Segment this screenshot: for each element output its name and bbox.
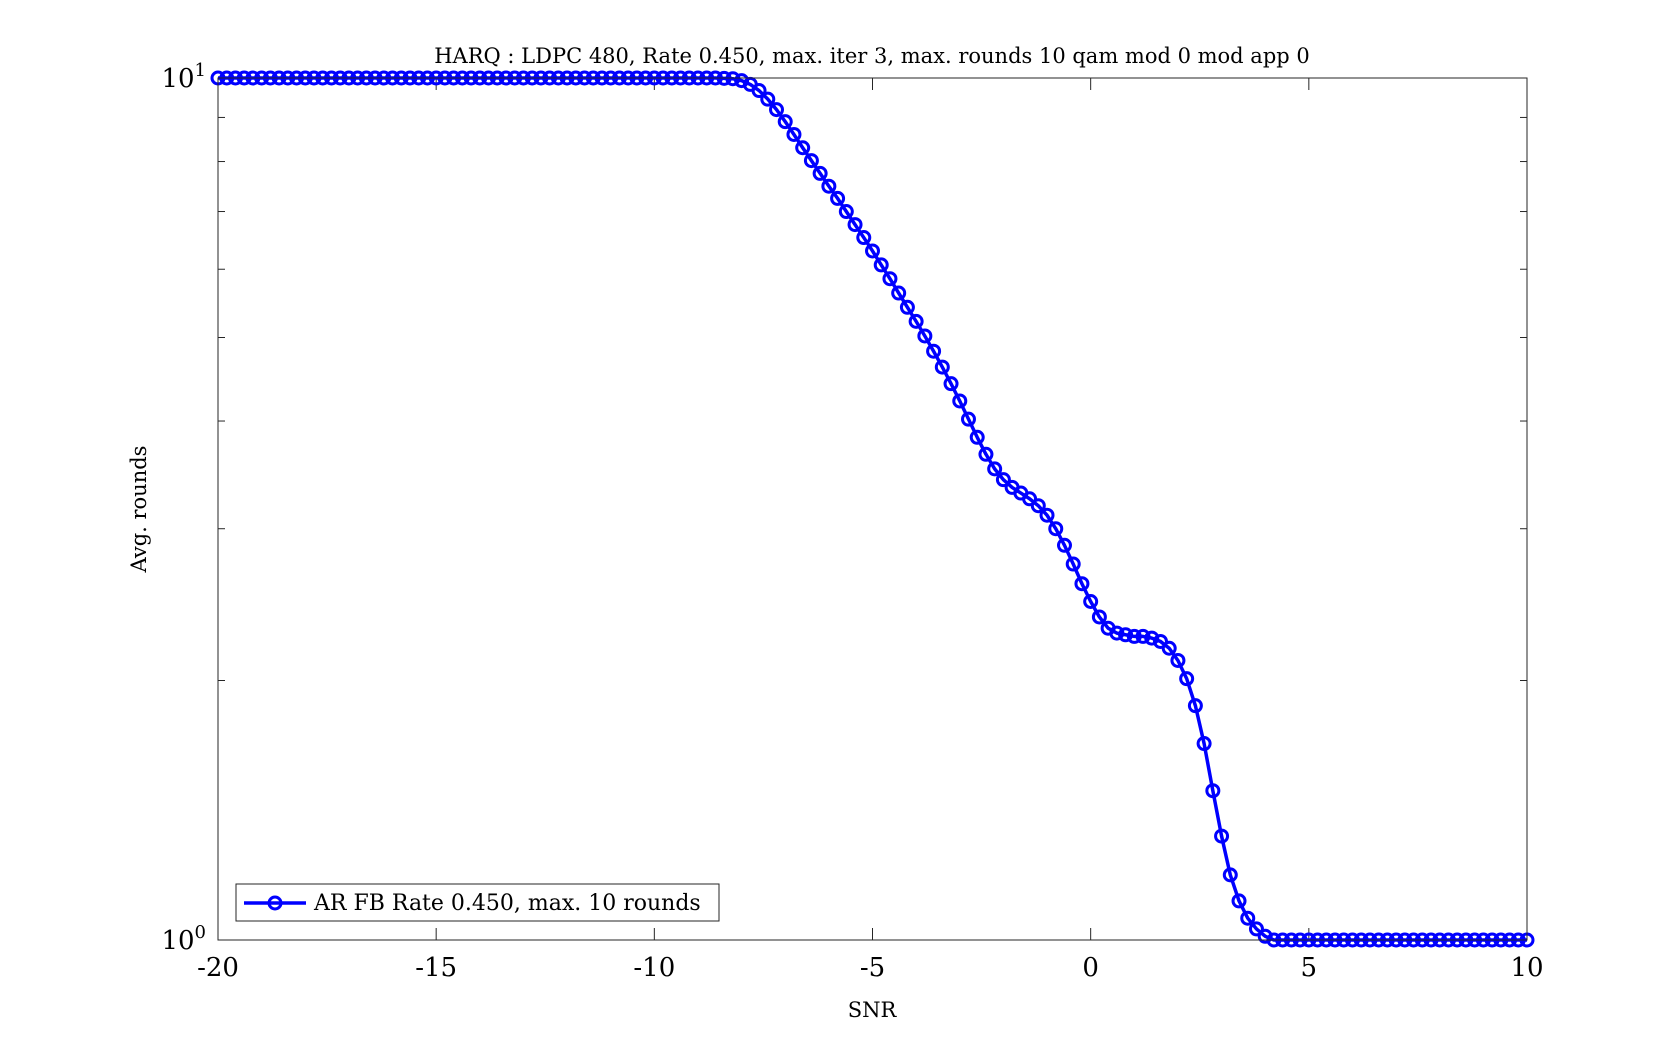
data-point-marker [1248,921,1264,937]
data-point-marker [812,165,828,181]
data-point-marker [1109,625,1125,641]
data-point-marker [978,446,994,462]
legend: AR FB Rate 0.450, max. 10 rounds [235,883,720,922]
x-tick-label: -5 [860,953,885,983]
data-point-marker [1161,640,1177,656]
data-point-marker [934,359,950,375]
data-point-marker [1196,736,1212,752]
data-point-marker [1144,630,1160,646]
data-point-marker [1056,537,1072,553]
data-point-marker [1091,609,1107,625]
data-point-marker [995,472,1011,488]
data-point-marker [899,299,915,315]
data-point-marker [786,126,802,142]
data-point-marker [1240,910,1256,926]
data-point-marker [803,153,819,169]
data-point-marker [1126,628,1142,644]
data-point-marker [1074,576,1090,592]
data-point-marker [777,114,793,130]
data-point-marker [1039,507,1055,523]
data-point-marker [769,102,785,118]
data-point-marker [760,91,776,107]
data-point-marker [847,217,863,233]
plot-frame [217,77,1528,941]
data-point-marker [873,257,889,273]
data-point-marker [1205,783,1221,799]
legend-box [235,883,720,922]
data-point-marker [751,83,767,99]
data-point-marker [882,271,898,287]
data-point-marker [865,243,880,259]
chart-title: HARQ : LDPC 480, Rate 0.450, max. iter 3… [434,44,1310,68]
data-point-marker [1048,521,1064,537]
x-tick-label: 0 [1082,953,1099,983]
legend-label: AR FB Rate 0.450, max. 10 rounds [313,891,701,916]
data-point-marker [1030,498,1046,514]
legend-marker-sample [267,895,283,911]
data-point-marker [943,376,959,392]
data-point-marker [1170,652,1186,668]
data-point-marker [1231,893,1247,909]
data-point-marker [987,461,1003,477]
data-point-marker [1222,867,1238,883]
data-point-marker [821,178,837,194]
x-tick-label: 5 [1301,953,1318,983]
data-point-marker [960,411,976,427]
plot-background [218,78,1527,940]
data-point-marker [830,190,846,206]
x-tick-label: -10 [633,953,675,983]
y-tick-label: 100 [161,922,206,956]
x-tick-label: -20 [197,953,239,983]
data-point-marker [725,71,741,87]
x-axis-label: SNR [848,998,898,1022]
data-point-marker [969,429,985,445]
data-point-marker [795,140,811,156]
data-point-marker [1214,828,1230,844]
data-point-marker [1083,594,1099,609]
data-point-marker [917,328,933,344]
data-point-marker [1118,627,1134,643]
y-tick-label: 101 [161,60,206,94]
x-tick-label: 10 [1510,953,1543,983]
data-point-marker [891,285,907,301]
data-point-marker [1065,556,1081,572]
data-point-marker [838,204,854,220]
data-point-marker [1187,698,1203,714]
data-point-marker [908,313,924,329]
data-point-marker [856,230,872,246]
axis-ticks: -20 -15 -10 -5 0 5 10 100 101 [161,60,1543,983]
data-point-marker [1179,671,1195,687]
data-point-marker [1135,628,1151,644]
data-point-marker [952,393,968,409]
x-tick-label: -15 [415,953,457,983]
data-point-marker [926,343,942,359]
y-axis-label: Avg. rounds [127,446,151,574]
